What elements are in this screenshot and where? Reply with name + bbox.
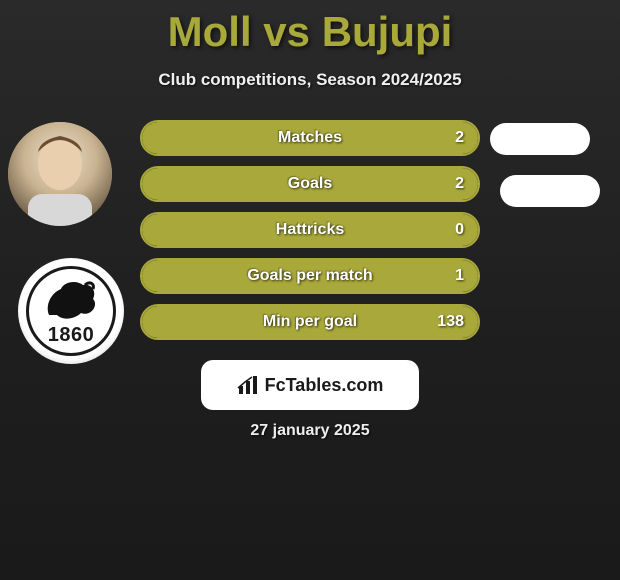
stat-value: 1 [455,267,464,285]
stat-row-matches: Matches 2 [140,120,480,156]
stat-row-goals: Goals 2 [140,166,480,202]
avatar-icon [8,122,112,226]
club-crest: 1860 [18,258,124,364]
stat-value: 138 [437,313,464,331]
opponent-pill [500,175,600,207]
stat-value: 0 [455,221,464,239]
footer-brand-badge[interactable]: FcTables.com [201,360,419,410]
stat-row-hattricks: Hattricks 0 [140,212,480,248]
player-avatar [8,122,112,226]
stat-label: Min per goal [263,313,357,331]
stat-label: Goals per match [247,267,372,285]
stat-label: Goals [288,175,332,193]
bar-chart-icon [237,374,259,396]
crest-inner: 1860 [26,266,116,356]
opponent-pill [490,123,590,155]
stat-row-goals-per-match: Goals per match 1 [140,258,480,294]
footer-brand-label: FcTables.com [265,375,384,396]
lion-icon [41,275,101,323]
stat-label: Matches [278,129,342,147]
stat-value: 2 [455,129,464,147]
stat-row-min-per-goal: Min per goal 138 [140,304,480,340]
stat-value: 2 [455,175,464,193]
crest-year: 1860 [48,324,95,347]
stat-label: Hattricks [276,221,344,239]
date-label: 27 january 2025 [250,422,369,440]
stats-panel: Matches 2 Goals 2 Hattricks 0 Goals per … [140,120,480,350]
subtitle: Club competitions, Season 2024/2025 [0,70,620,90]
page-title: Moll vs Bujupi [0,0,620,56]
